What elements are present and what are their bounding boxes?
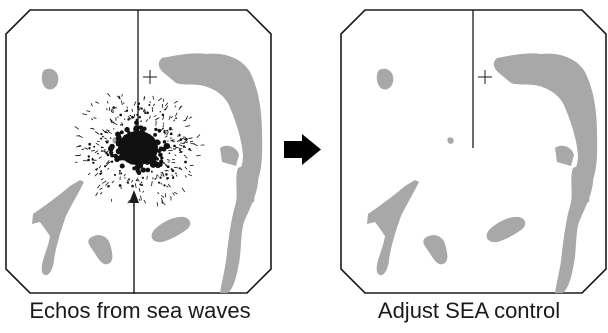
radar-screen-before <box>6 10 271 293</box>
radar-screen-after <box>341 10 606 293</box>
caption-after: Adjust SEA control <box>330 296 608 326</box>
caption-before: Echos from sea waves <box>0 296 280 326</box>
right-arrow-icon <box>284 134 321 165</box>
